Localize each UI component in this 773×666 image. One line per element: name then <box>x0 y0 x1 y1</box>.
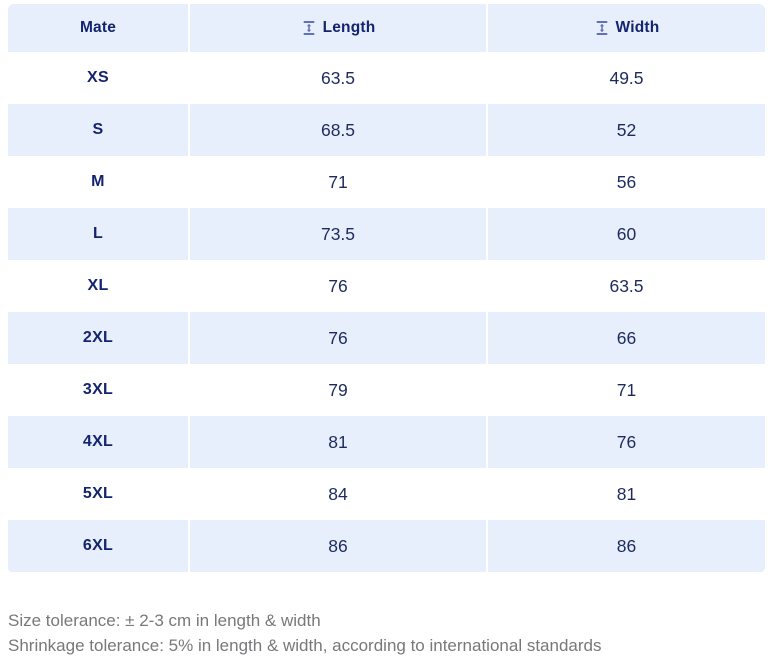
header-row: Mate Length Width <box>8 4 765 52</box>
width-value: 56 <box>616 171 637 192</box>
width-cell: 86 <box>488 520 765 572</box>
size-label: 3XL <box>82 381 114 398</box>
width-value: 71 <box>616 379 637 400</box>
length-value: 81 <box>328 431 348 452</box>
table-row-4xl: 4XL 81 76 <box>8 416 765 468</box>
length-value: 79 <box>328 379 348 400</box>
length-value: 73.5 <box>320 223 356 244</box>
size-cell: 6XL <box>8 520 188 572</box>
width-cell: 52 <box>488 104 765 156</box>
length-cell: 81 <box>190 416 486 468</box>
length-cell: 68.5 <box>190 104 486 156</box>
table-row-s: S 68.5 52 <box>8 104 765 156</box>
column-header-mate: Mate <box>8 4 188 52</box>
column-header-label: Mate <box>79 19 117 36</box>
width-cell: 49.5 <box>488 52 765 104</box>
length-cell: 63.5 <box>190 52 486 104</box>
length-cell: 71 <box>190 156 486 208</box>
column-header-width: Width <box>488 4 765 52</box>
table-row-5xl: 5XL 84 81 <box>8 468 765 520</box>
size-cell: L <box>8 208 188 260</box>
size-label: 5XL <box>82 485 114 502</box>
size-chart-table: Mate Length Width XS <box>8 4 765 572</box>
width-cell: 56 <box>488 156 765 208</box>
table-row-l: L 73.5 60 <box>8 208 765 260</box>
length-cell: 76 <box>190 260 486 312</box>
column-header-label: Length <box>322 19 376 36</box>
column-header-label: Width <box>615 19 660 36</box>
width-cell: 76 <box>488 416 765 468</box>
table-row-xl: XL 76 63.5 <box>8 260 765 312</box>
size-label: S <box>92 121 104 138</box>
table-row-3xl: 3XL 79 71 <box>8 364 765 416</box>
measure-height-icon <box>301 20 317 36</box>
width-value: 49.5 <box>609 67 644 88</box>
table-row-xs: XS 63.5 49.5 <box>8 52 765 104</box>
size-cell: XL <box>8 260 188 312</box>
size-label: XL <box>87 277 109 294</box>
width-value: 60 <box>616 223 637 244</box>
length-value: 71 <box>328 171 348 192</box>
size-cell: 5XL <box>8 468 188 520</box>
width-cell: 60 <box>488 208 765 260</box>
tolerance-notes: Size tolerance: ± 2-3 cm in length & wid… <box>8 608 765 658</box>
width-value: 81 <box>616 483 637 504</box>
size-label: 4XL <box>82 433 114 450</box>
table-row-m: M 71 56 <box>8 156 765 208</box>
table-row-2xl: 2XL 76 66 <box>8 312 765 364</box>
size-label: 2XL <box>82 329 114 346</box>
width-cell: 63.5 <box>488 260 765 312</box>
length-cell: 84 <box>190 468 486 520</box>
size-cell: 3XL <box>8 364 188 416</box>
measure-height-icon <box>594 20 610 36</box>
length-value: 84 <box>328 483 348 504</box>
size-label: M <box>91 173 105 190</box>
length-value: 68.5 <box>320 119 356 140</box>
shrinkage-tolerance-note: Shrinkage tolerance: 5% in length & widt… <box>8 636 602 655</box>
size-cell: S <box>8 104 188 156</box>
column-header-length: Length <box>190 4 486 52</box>
width-value: 66 <box>616 327 637 348</box>
length-cell: 76 <box>190 312 486 364</box>
size-label: XS <box>87 69 109 86</box>
width-cell: 81 <box>488 468 765 520</box>
size-cell: 2XL <box>8 312 188 364</box>
table-row-6xl: 6XL 86 86 <box>8 520 765 572</box>
size-label: 6XL <box>82 537 114 554</box>
size-label: L <box>92 225 104 242</box>
length-cell: 86 <box>190 520 486 572</box>
width-value: 52 <box>616 119 637 140</box>
length-cell: 73.5 <box>190 208 486 260</box>
width-cell: 71 <box>488 364 765 416</box>
width-cell: 66 <box>488 312 765 364</box>
size-cell: 4XL <box>8 416 188 468</box>
width-value: 86 <box>616 535 637 556</box>
width-value: 63.5 <box>609 275 644 296</box>
length-cell: 79 <box>190 364 486 416</box>
length-value: 63.5 <box>320 67 356 88</box>
length-value: 76 <box>328 275 348 296</box>
size-tolerance-note: Size tolerance: ± 2-3 cm in length & wid… <box>8 611 321 630</box>
size-cell: M <box>8 156 188 208</box>
width-value: 76 <box>616 431 637 452</box>
length-value: 76 <box>328 327 348 348</box>
length-value: 86 <box>328 535 348 556</box>
size-cell: XS <box>8 52 188 104</box>
